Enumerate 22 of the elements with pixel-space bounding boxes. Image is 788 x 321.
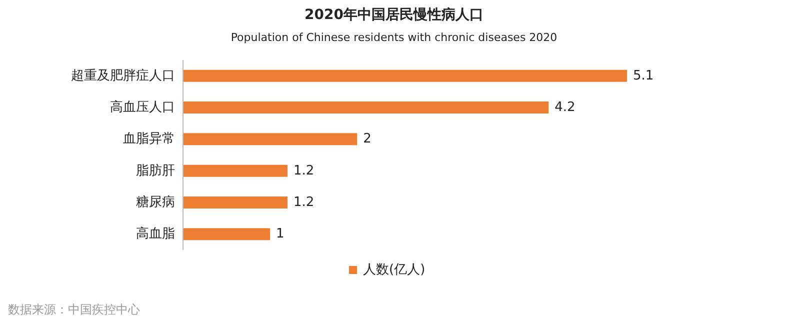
y-tick-label: 糖尿病 xyxy=(136,195,175,210)
chart-title: 2020年中国居民慢性病人口 xyxy=(304,6,484,23)
data-label: 1.2 xyxy=(293,195,314,210)
data-label: 2 xyxy=(363,132,372,147)
chart-subtitle: Population of Chinese residents with chronic diseases 2020 xyxy=(230,31,558,44)
y-tick-label: 脂肪肝 xyxy=(136,163,175,178)
bar xyxy=(183,70,627,82)
bar xyxy=(183,228,270,240)
data-label: 4.2 xyxy=(554,100,576,116)
data-label: 1.2 xyxy=(293,163,314,178)
data-label: 5.1 xyxy=(633,68,654,84)
y-tick-label: 高血脂 xyxy=(136,226,175,242)
bar xyxy=(183,196,288,208)
bar xyxy=(183,133,358,146)
legend-label: 人数(亿人) xyxy=(363,262,426,278)
bar xyxy=(183,102,549,114)
y-tick-label: 高血压人口 xyxy=(110,99,175,116)
data-label: 1 xyxy=(276,226,284,242)
y-tick-label: 血脂异常 xyxy=(123,132,175,147)
source-note: 数据来源：中国疾控中心 xyxy=(8,302,140,316)
y-tick-label: 超重及肥胖症人口 xyxy=(71,68,175,84)
bar xyxy=(183,164,288,177)
